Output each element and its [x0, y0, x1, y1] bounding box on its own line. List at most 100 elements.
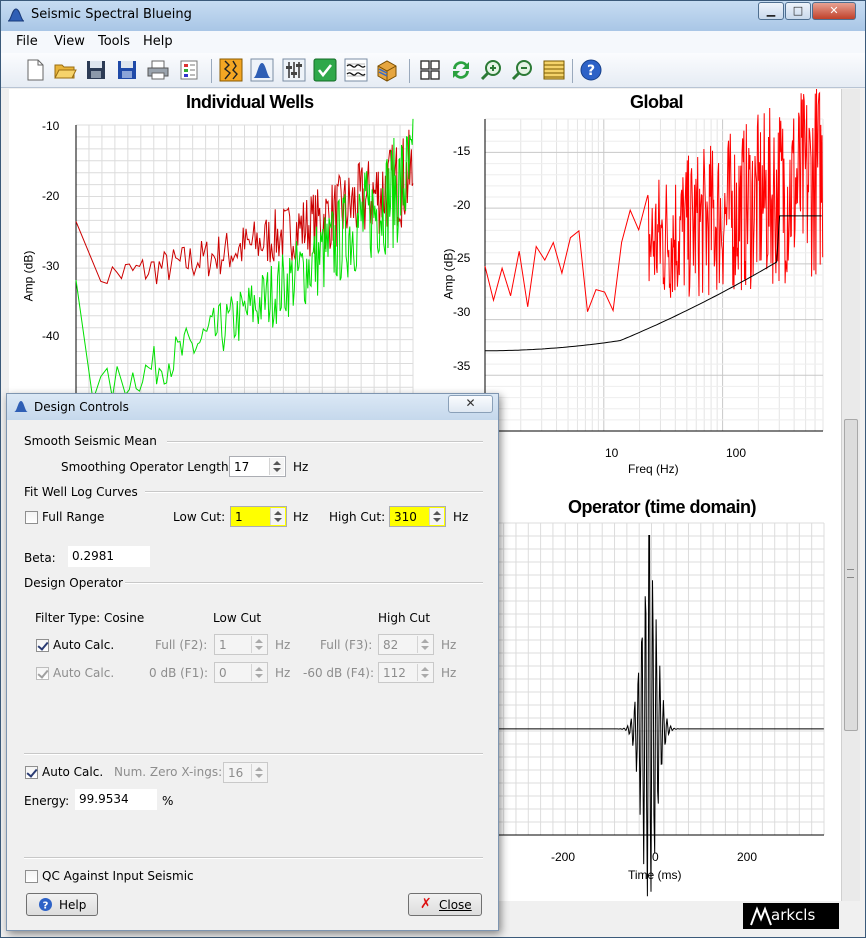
auto-calc-full-checkbox[interactable] [36, 639, 49, 652]
menu-file[interactable]: File [16, 34, 38, 49]
cube-icon[interactable] [375, 58, 399, 82]
full-range-label: Full Range [42, 510, 105, 524]
layers-icon[interactable] [542, 58, 566, 82]
app-icon [7, 8, 25, 22]
minimize-button[interactable]: ▁ [758, 2, 784, 20]
title-bar[interactable]: Seismic Spectral Blueing ▁ □ ✕ [1, 1, 865, 31]
global-xlabel: Freq (Hz) [628, 462, 679, 476]
ind-ytick: -30 [42, 259, 60, 273]
dialog-close-x-button[interactable]: ✕ [448, 395, 493, 413]
high-cut-value: 310 [394, 510, 417, 524]
design-group-label: Design Operator [24, 576, 123, 590]
beta-label: Beta: [24, 551, 56, 565]
vertical-scrollbar[interactable] [841, 89, 860, 901]
maximize-button[interactable]: □ [785, 2, 811, 20]
high-cut-label: High Cut: [329, 510, 386, 524]
individual-red-series [75, 129, 414, 285]
stepper-arrows-icon[interactable] [269, 458, 284, 475]
sliders-icon[interactable] [282, 58, 306, 82]
full-f3-stepper[interactable]: 82 [378, 634, 434, 655]
menu-view[interactable]: View [54, 34, 85, 49]
glb-xtick: 100 [726, 446, 747, 460]
open-folder-icon[interactable] [53, 58, 77, 82]
zero-xings-value: 16 [228, 766, 244, 780]
op-xtick: -200 [551, 850, 576, 864]
low-cut-heading: Low Cut [213, 611, 262, 625]
low-cut-label: Low Cut: [173, 510, 226, 524]
well-log-icon[interactable] [219, 58, 243, 82]
full-range-checkbox[interactable] [25, 511, 38, 524]
properties-icon[interactable] [177, 58, 201, 82]
full-f3-value: 82 [383, 638, 399, 652]
smoothing-length-label: Smoothing Operator Length: [61, 460, 233, 474]
ind-ytick: -20 [42, 189, 60, 203]
auto-calc-db-checkbox[interactable] [36, 667, 49, 680]
save-icon[interactable] [84, 58, 108, 82]
stepper-arrows-icon[interactable] [251, 664, 266, 681]
glb-ytick: -35 [453, 359, 471, 373]
menu-tools[interactable]: Tools [98, 34, 131, 49]
low-cut-stepper[interactable]: 1 [230, 506, 287, 527]
smoothing-length-value: 17 [234, 460, 250, 474]
db-f4-stepper[interactable]: 112 [378, 662, 434, 683]
print-icon[interactable] [146, 58, 170, 82]
divider [125, 582, 483, 584]
smoothing-length-stepper[interactable]: 17 [229, 456, 286, 477]
energy-field[interactable]: 99.9534 [75, 789, 157, 810]
stepper-arrows-icon[interactable] [270, 508, 285, 525]
grid-icon[interactable] [418, 58, 442, 82]
stepper-arrows-icon[interactable] [251, 764, 266, 781]
qc-checkbox[interactable] [25, 870, 38, 883]
db-f1-stepper[interactable]: 0 [214, 662, 268, 683]
glb-ytick: -30 [453, 305, 471, 319]
zero-xings-stepper[interactable]: 16 [223, 762, 268, 783]
wiggle-icon[interactable] [344, 58, 368, 82]
smooth-group-label: Smooth Seismic Mean [24, 434, 157, 448]
high-cut-stepper[interactable]: 310 [389, 506, 446, 527]
menu-help[interactable]: Help [143, 34, 173, 49]
beta-field[interactable]: 0.2981 [68, 546, 150, 567]
close-window-button[interactable]: ✕ [812, 2, 856, 20]
stepper-arrows-icon[interactable] [251, 636, 266, 653]
auto-calc-full-label: Auto Calc. [53, 638, 115, 652]
zoom-out-icon[interactable] [511, 58, 535, 82]
hz-unit: Hz [293, 510, 309, 524]
scroll-thumb[interactable] [844, 419, 858, 731]
refresh-icon[interactable] [449, 58, 473, 82]
stepper-arrows-icon[interactable] [417, 664, 432, 681]
design-controls-dialog: Design Controls ✕ Smooth Seismic Mean Sm… [6, 393, 499, 931]
energy-value: 99.9534 [79, 792, 129, 806]
fit-group-label: Fit Well Log Curves [24, 485, 138, 499]
hz-unit: Hz [275, 638, 291, 652]
help-button[interactable]: ? Help [26, 893, 98, 916]
logo-mark-icon [750, 906, 772, 926]
dialog-title-bar[interactable]: Design Controls ✕ [7, 394, 498, 420]
spectrum-icon[interactable] [250, 58, 274, 82]
beta-value: 0.2981 [72, 549, 114, 563]
close-button-label: Close [439, 898, 472, 912]
svg-text:?: ? [587, 63, 595, 79]
db-f4-value: 112 [383, 666, 406, 680]
divider [24, 857, 483, 859]
op-xtick: 0 [652, 850, 659, 864]
hz-unit: Hz [453, 510, 469, 524]
help-icon[interactable]: ? [579, 58, 603, 82]
percent-unit: % [162, 794, 174, 808]
save-as-icon[interactable] [115, 58, 139, 82]
zoom-in-icon[interactable] [480, 58, 504, 82]
full-f2-stepper[interactable]: 1 [214, 634, 268, 655]
db-f1-value: 0 [219, 666, 227, 680]
stepper-arrows-icon[interactable] [429, 508, 444, 525]
toolbar-separator [211, 59, 212, 83]
hz-unit: Hz [441, 638, 457, 652]
auto-calc-zero-checkbox[interactable] [25, 766, 38, 779]
stepper-arrows-icon[interactable] [417, 636, 432, 653]
divider [145, 491, 483, 493]
close-button[interactable]: ✗ Close [408, 893, 482, 916]
divider [24, 753, 483, 755]
energy-label: Energy: [24, 794, 70, 808]
check-icon[interactable] [313, 58, 337, 82]
hz-unit: Hz [275, 666, 291, 680]
new-file-icon[interactable] [23, 58, 47, 82]
zero-xings-label: Num. Zero X-ings: [114, 765, 223, 779]
